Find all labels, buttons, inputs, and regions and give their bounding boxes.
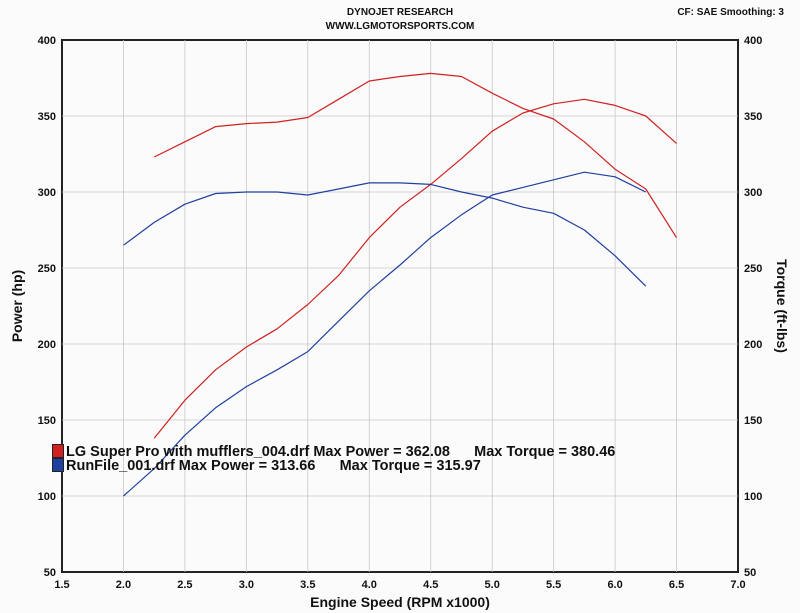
y-axis-right-label: Torque (ft-lbs) [774,259,790,353]
y-left-tick-label: 150 [38,415,56,427]
legend-entry-2: RunFile_001.drf Max Power = 313.66 Max T… [52,458,481,474]
x-tick-label: 5.5 [546,579,561,591]
legend-swatch-red [52,444,64,458]
chart-subtitle: WWW.LGMOTORSPORTS.COM [325,21,475,32]
y-right-tick-label: 50 [744,567,756,579]
y-left-tick-label: 50 [44,567,56,579]
settings-label: CF: SAE Smoothing: 3 [677,7,784,18]
legend-text-1: LG Super Pro with mufflers_004.drf Max P… [66,444,616,460]
x-tick-label: 4.5 [423,579,438,591]
y-right-tick-label: 250 [744,263,762,275]
legend-text-2: RunFile_001.drf Max Power = 313.66 Max T… [66,458,481,474]
y-left-tick-label: 200 [38,339,56,351]
series-line-1-power [153,98,677,439]
x-tick-label: 2.0 [116,579,131,591]
y-left-tick-label: 350 [38,111,56,123]
x-tick-label: 3.0 [239,579,254,591]
x-axis-label: Engine Speed (RPM x1000) [310,594,490,610]
x-tick-label: 1.5 [54,579,69,591]
legend-entry-1: LG Super Pro with mufflers_004.drf Max P… [52,444,615,460]
y-left-tick-label: 250 [38,263,56,275]
y-right-tick-label: 100 [744,491,762,503]
y-right-tick-label: 150 [744,415,762,427]
series-line-2-torque [153,72,678,238]
plot-frame [61,39,739,573]
y-axis-left-label: Power (hp) [9,270,25,342]
y-right-tick-label: 400 [744,35,762,47]
series-line-4-torque [123,182,647,287]
legend-swatch-blue [52,458,64,472]
x-tick-label: 6.5 [669,579,684,591]
x-tick-label: 7.0 [730,579,745,591]
y-left-tick-label: 400 [38,35,56,47]
y-left-tick-label: 300 [38,187,56,199]
y-right-tick-label: 200 [744,339,762,351]
y-left-tick-label: 100 [38,491,56,503]
series-line-3-power [123,171,647,497]
x-tick-label: 3.5 [300,579,315,591]
y-right-tick-label: 350 [744,111,762,123]
x-tick-label: 2.5 [177,579,192,591]
x-tick-label: 6.0 [607,579,622,591]
x-tick-label: 4.0 [362,579,377,591]
x-tick-label: 5.0 [485,579,500,591]
y-right-tick-label: 300 [744,187,762,199]
chart-title: DYNOJET RESEARCH [346,7,454,18]
